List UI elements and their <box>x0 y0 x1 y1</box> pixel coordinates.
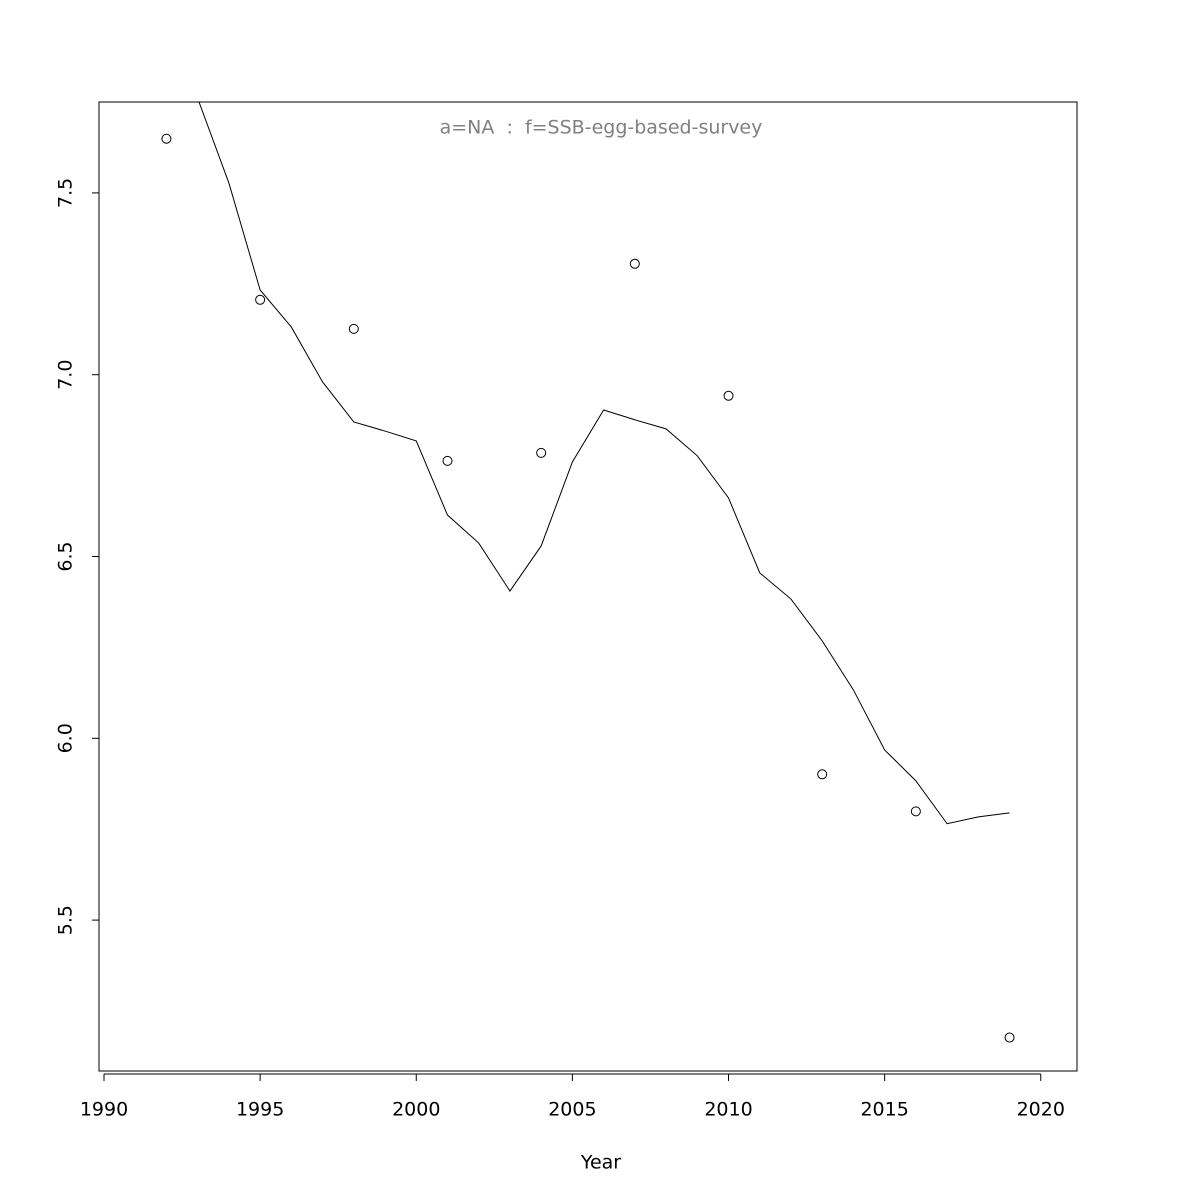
data-point <box>1004 1032 1015 1043</box>
x-tick-label: 1995 <box>236 1099 284 1121</box>
plot-area <box>161 102 1015 1043</box>
data-point <box>817 769 828 780</box>
data-point <box>161 133 172 144</box>
data-point <box>536 447 547 458</box>
y-tick-label: 7.5 <box>55 178 77 208</box>
x-tick-label: 2020 <box>1017 1099 1065 1121</box>
data-point <box>910 806 921 817</box>
x-tick-label: 2015 <box>860 1099 908 1121</box>
data-point <box>723 390 734 401</box>
data-point <box>442 455 453 466</box>
y-tick-label: 6.0 <box>55 723 77 753</box>
chart-title: a=NA : f=SSB-egg-based-survey <box>440 117 763 139</box>
x-tick-label: 2010 <box>704 1099 752 1121</box>
x-tick-label: 1990 <box>80 1099 128 1121</box>
plot-frame <box>98 101 1078 1072</box>
x-tick-label: 2000 <box>392 1099 440 1121</box>
data-point <box>629 258 640 269</box>
y-tick-label: 6.5 <box>55 541 77 571</box>
y-tick-label: 7.0 <box>55 360 77 390</box>
data-point <box>348 323 359 334</box>
x-tick-label: 2005 <box>548 1099 596 1121</box>
data-line <box>198 102 1010 825</box>
data-point <box>255 294 266 305</box>
y-tick-label: 5.5 <box>55 905 77 935</box>
x-axis-label: Year <box>580 1152 621 1174</box>
